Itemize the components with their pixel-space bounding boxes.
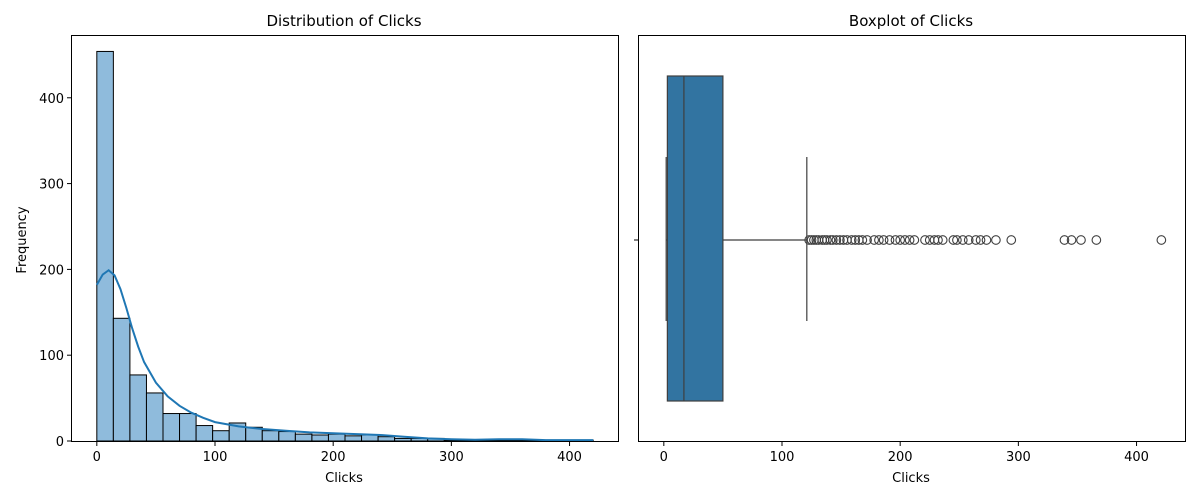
histogram-bar [361, 434, 379, 442]
boxplot-outlier-point [1006, 235, 1017, 245]
histogram-bar [311, 434, 329, 442]
boxplot-outlier-point [884, 235, 895, 245]
histogram-y-tick-label: 200 [39, 263, 64, 278]
boxplot-x-tick-label: 200 [888, 450, 913, 465]
boxplot-outlier-point [804, 235, 815, 245]
histogram-bar [294, 433, 313, 442]
boxplot-outlier-point [937, 235, 948, 245]
histogram-x-ticks: 0 100 200 300 400 [93, 441, 582, 465]
histogram-bar [344, 435, 363, 442]
histogram-bar [162, 413, 181, 442]
boxplot-outlier-point [846, 235, 857, 245]
histogram-bar [212, 430, 230, 442]
boxplot-outlier-point [909, 235, 920, 245]
boxplot-x-tick-label: 100 [770, 450, 795, 465]
histogram-bar [261, 430, 280, 442]
histogram-x-tick-label: 200 [321, 450, 346, 465]
boxplot-box [666, 75, 724, 402]
boxplot-outlier-point [825, 235, 836, 245]
boxplot-outlier-point [991, 235, 1001, 245]
histogram-bar [327, 433, 346, 442]
histogram-bar [195, 425, 214, 442]
boxplot-outlier-point [1066, 235, 1077, 245]
boxplot-outlier-point [957, 235, 968, 245]
histogram-x-tick-label: 300 [439, 450, 464, 465]
boxplot-outlier-point [890, 235, 901, 245]
kde-curve [95, 268, 594, 442]
histogram-x-axis-label: Clicks [325, 471, 363, 486]
boxplot-outlier-point [900, 235, 910, 245]
boxplot-outlier-point [850, 235, 861, 245]
boxplot-elements [665, 75, 808, 402]
histogram-x-tick-label: 0 [93, 450, 101, 465]
boxplot-outlier-point [857, 235, 868, 245]
histogram-bar [394, 437, 412, 442]
boxplot-outlier-point [869, 235, 880, 245]
boxplot-outlier-point [1091, 235, 1102, 245]
histogram-y-tick-label: 100 [39, 349, 64, 364]
boxplot-outlier-point [831, 235, 842, 245]
histogram-bar [96, 50, 114, 442]
boxplot-outlier-point [920, 235, 930, 245]
boxplot-outlier-point [822, 235, 832, 245]
boxplot-x-axis-label: Clicks [892, 471, 930, 486]
boxplot-outlier-point [952, 235, 962, 245]
boxplot-outlier-point [963, 235, 974, 245]
histogram-bar [145, 392, 164, 442]
histogram-panel: Distribution of Clicks 0 100 200 300 400 0 10… [15, 12, 619, 486]
boxplot-outlier-point [948, 235, 959, 245]
histogram-bar [278, 431, 296, 442]
boxplot-outlier-point [895, 235, 906, 245]
boxplot-outlier-point [904, 235, 915, 245]
boxplot-outlier-point [1059, 235, 1070, 245]
histogram-x-tick-label: 400 [557, 450, 582, 465]
histogram-bar [377, 436, 396, 442]
boxplot-outlier-point [1156, 235, 1167, 245]
histogram-y-tick-label: 0 [56, 435, 64, 450]
boxplot-outlier-point [878, 235, 889, 245]
histogram-y-tick-label: 300 [39, 178, 64, 193]
boxplot-outlier-point [862, 235, 872, 245]
histogram-y-tick-label: 400 [39, 92, 64, 107]
boxplot-x-tick-label: 0 [660, 450, 668, 465]
boxplot-plot-frame [638, 35, 1186, 442]
boxplot-title: Boxplot of Clicks [849, 12, 973, 30]
histogram-plot-frame [71, 35, 619, 442]
boxplot-outlier-point [933, 235, 943, 245]
boxplot-outlier-point [835, 235, 845, 245]
histogram-bars [96, 50, 594, 442]
boxplot-outlier-point [1076, 235, 1086, 245]
boxplot-outlier-point [981, 235, 992, 245]
boxplot-x-ticks: 0 100 200 300 400 [660, 441, 1149, 465]
boxplot-outliers [804, 235, 1167, 245]
histogram-y-axis-label: Frequency [15, 206, 30, 273]
boxplot-outlier-point [874, 235, 884, 245]
boxplot-x-tick-label: 400 [1124, 450, 1149, 465]
histogram-bar [129, 374, 147, 442]
boxplot-x-tick-label: 300 [1006, 450, 1031, 465]
boxplot-outlier-point [975, 235, 986, 245]
boxplot-outlier-point [827, 235, 838, 245]
boxplot-outlier-point [970, 235, 981, 245]
histogram-y-ticks: 0 100 200 300 400 [39, 92, 72, 450]
histogram-x-tick-label: 100 [203, 450, 228, 465]
boxplot-outlier-point [806, 235, 817, 245]
histogram-bar [179, 413, 197, 442]
histogram-bar [112, 317, 131, 442]
histogram-title: Distribution of Clicks [266, 12, 421, 30]
boxplot-panel: Boxplot of Clicks 0 100 200 300 400 Clicks [634, 12, 1186, 486]
